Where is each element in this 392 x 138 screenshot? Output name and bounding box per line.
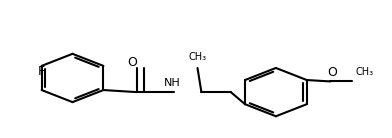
Text: O: O — [327, 66, 337, 79]
Text: NH: NH — [163, 78, 180, 88]
Text: O: O — [127, 56, 137, 69]
Text: F: F — [38, 65, 45, 78]
Text: CH₃: CH₃ — [356, 67, 374, 77]
Text: CH₃: CH₃ — [189, 52, 207, 62]
